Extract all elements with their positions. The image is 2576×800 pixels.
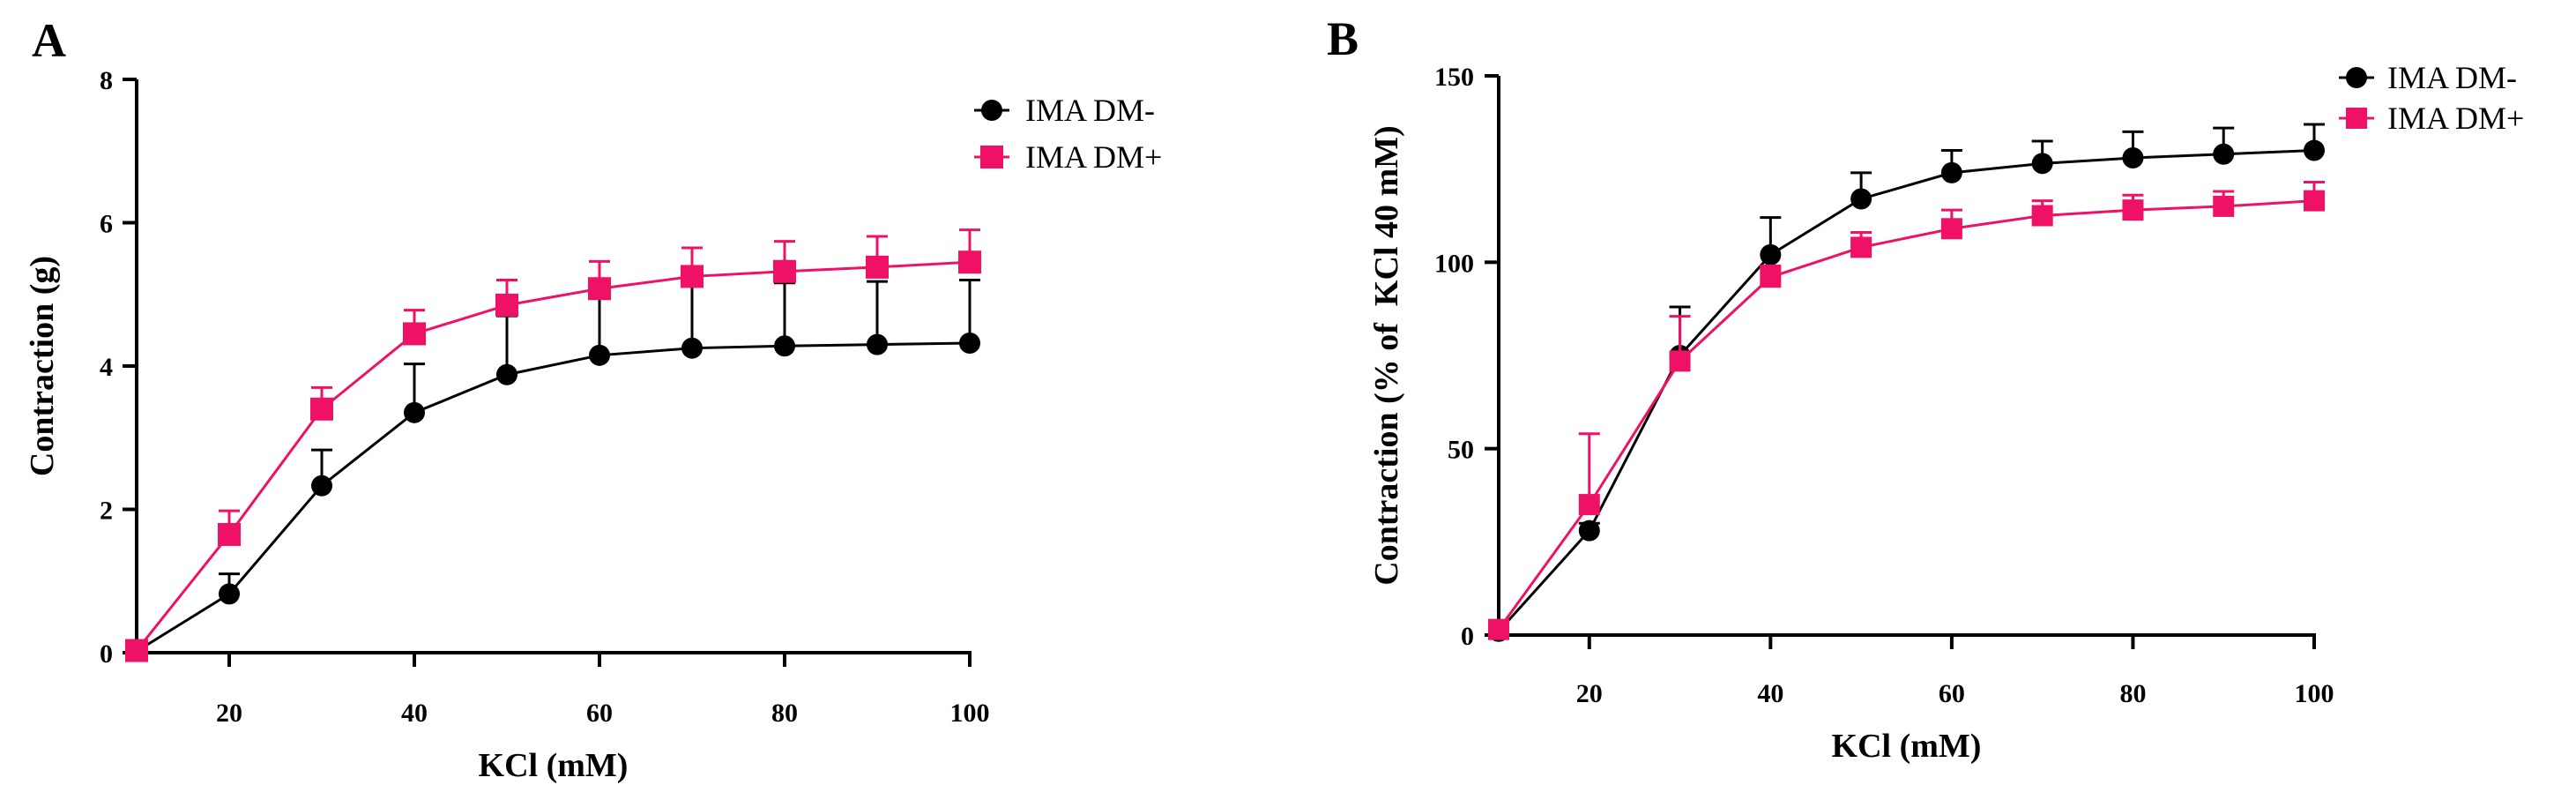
legend-marker	[981, 100, 1002, 121]
data-point	[2304, 190, 2325, 212]
data-point	[310, 397, 333, 421]
panel-label: A	[32, 14, 66, 67]
data-point	[1940, 218, 1962, 240]
x-tick-label: 100	[950, 699, 990, 728]
x-tick-label: 20	[1576, 679, 1603, 708]
data-point	[867, 333, 888, 355]
series-ima-dm-plus	[1488, 180, 2325, 640]
legend-label: IMA DM+	[2387, 101, 2524, 136]
x-axis-label: KCl (mM)	[1832, 728, 1982, 765]
series-line	[135, 260, 971, 652]
series-ima-dm-minus	[126, 279, 980, 662]
data-point	[404, 401, 425, 423]
data-point	[589, 344, 610, 366]
x-tick-label: 100	[2295, 679, 2334, 708]
data-point	[495, 293, 518, 317]
data-point	[219, 583, 240, 605]
data-point	[1760, 243, 1782, 265]
data-point	[681, 265, 704, 288]
data-point	[125, 639, 148, 662]
x-tick-label: 20	[216, 699, 242, 728]
y-tick-label: 6	[100, 210, 113, 239]
y-tick-label: 0	[1461, 622, 1474, 651]
data-point	[496, 363, 517, 385]
data-point	[1940, 161, 1962, 183]
x-tick-label: 60	[586, 699, 613, 728]
series-line	[136, 341, 971, 653]
x-tick-label: 40	[1757, 679, 1783, 708]
legend-label: IMA DM+	[1025, 139, 1162, 175]
data-point	[588, 277, 611, 301]
data-point	[1760, 266, 1782, 288]
data-point	[2304, 139, 2325, 161]
y-tick-label: 100	[1434, 249, 1474, 278]
series-ima-dm-plus	[125, 228, 981, 662]
data-point	[866, 255, 889, 279]
x-axis-label: KCl (mM)	[479, 747, 629, 784]
data-point	[1578, 520, 1600, 542]
y-tick-label: 4	[100, 353, 113, 382]
legend: IMA DM- IMA DM+	[2339, 60, 2524, 136]
legend-label: IMA DM-	[2387, 60, 2517, 95]
y-tick-label: 0	[100, 639, 113, 669]
y-tick-label: 150	[1434, 63, 1474, 92]
data-point	[2031, 153, 2053, 175]
panel-b-chart: B 0 50 100 150 20 40 60 80 100 KCl (mM) Contraction…	[1327, 12, 2524, 765]
data-point	[1488, 618, 1509, 640]
data-point	[311, 475, 332, 497]
panel-label: B	[1327, 12, 1359, 65]
y-tick-label: 2	[100, 497, 113, 526]
data-point	[773, 259, 796, 283]
data-point	[958, 250, 981, 274]
legend-label: IMA DM-	[1025, 93, 1155, 128]
data-point	[1850, 188, 1872, 210]
data-point	[774, 335, 795, 357]
y-tick-label: 8	[100, 66, 113, 95]
x-tick-label: 60	[1939, 679, 1965, 708]
data-point	[2031, 205, 2053, 227]
y-tick-label: 50	[1448, 436, 1474, 465]
series-ima-dm-minus	[1488, 123, 2325, 642]
legend: IMA DM- IMA DM+	[974, 93, 1162, 175]
legend-marker	[2346, 67, 2367, 88]
data-point	[1850, 236, 1872, 258]
legend-marker	[980, 146, 1003, 168]
series-line	[1497, 199, 2315, 631]
data-point	[1578, 494, 1600, 516]
legend-marker	[2346, 108, 2367, 129]
y-axis-label: Contraction (g)	[24, 256, 61, 476]
y-axis-label: Contraction (% of KCl 40 mM)	[1368, 125, 1405, 585]
data-point	[403, 322, 426, 346]
data-point	[218, 522, 241, 546]
x-tick-label: 40	[401, 699, 428, 728]
x-tick-label: 80	[2119, 679, 2146, 708]
data-point	[1669, 350, 1691, 372]
data-point	[2213, 143, 2235, 165]
data-point	[2122, 146, 2144, 168]
data-point	[2122, 199, 2144, 221]
x-tick-label: 80	[771, 699, 798, 728]
series-line	[1497, 149, 2315, 632]
data-point	[681, 337, 703, 359]
data-point	[959, 333, 980, 354]
data-point	[2213, 195, 2235, 217]
panel-a-chart: A 0 2 4 6 8 20 40 60 80 100 KCl (mM) Contraction (g)…	[24, 14, 1162, 784]
